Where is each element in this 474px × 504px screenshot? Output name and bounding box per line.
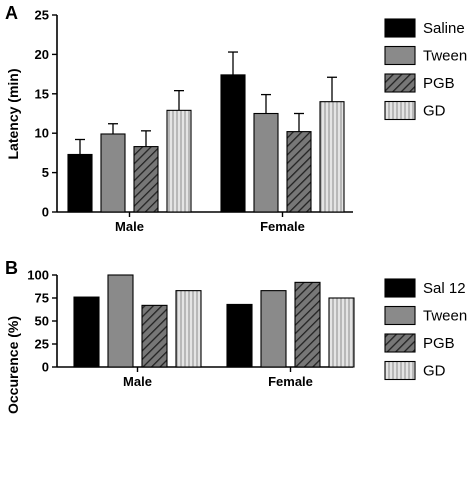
legend-swatch-saline: [384, 18, 416, 38]
legend-swatch-pgb: [384, 73, 416, 93]
y-tick-label: 25: [35, 8, 49, 23]
bar-saline-male: [67, 153, 93, 213]
panel-b: B Occurence (%) 0 25 50 75 100 Male Female Sal…: [5, 258, 467, 414]
x-tick-label-male: Male: [123, 374, 152, 389]
legend-swatch-gd: [384, 360, 416, 381]
bar-tween-female: [253, 112, 279, 213]
y-tick-label: 0: [42, 360, 49, 375]
y-tick-label: 10: [35, 126, 49, 141]
error-bar-pgb-male: [141, 130, 151, 147]
panel-b-bars: [73, 274, 355, 368]
legend-label-gd: GD: [423, 103, 446, 120]
legend-swatch-pgb: [384, 333, 416, 353]
y-tick-label: 100: [27, 268, 49, 283]
bar-tween-male: [100, 133, 126, 213]
y-tick-label: 50: [35, 314, 49, 329]
legend-item-pgb: PGB: [384, 333, 455, 353]
panel-b-y-axis-label: Occurence (%): [5, 316, 21, 414]
error-bar-tween-female: [261, 93, 271, 114]
panel-b-axes: 0 25 50 75 100 Male Female: [27, 268, 353, 389]
bar-pgb-male: [141, 304, 168, 368]
y-tick-label: 25: [35, 337, 49, 352]
legend-label-saline: Saline: [423, 20, 465, 37]
panel-a-y-axis-label: Latency (min): [5, 68, 21, 159]
bar-sal-12-male: [73, 296, 100, 368]
bar-pgb-female: [294, 281, 321, 368]
y-tick-label: 20: [35, 47, 49, 62]
x-tick-label-female: Female: [268, 374, 313, 389]
x-tick-label-male: Male: [115, 219, 144, 234]
legend-item-gd: GD: [384, 100, 446, 121]
legend-item-gd: GD: [384, 360, 446, 381]
bar-tween-female: [260, 290, 287, 368]
legend-label-tween: Tween: [423, 48, 467, 65]
bar-gd-male: [166, 109, 192, 213]
panel-a-legend: Saline Tween PGB GD: [384, 18, 467, 121]
legend-item-tween: Tween: [384, 45, 467, 66]
bar-pgb-female: [286, 131, 312, 213]
panel-a-letter: A: [5, 3, 18, 23]
panel-b-letter: B: [5, 258, 18, 278]
error-bar-gd-male: [174, 89, 184, 111]
legend-swatch-gd: [384, 100, 416, 121]
y-tick-label: 5: [42, 165, 49, 180]
legend-swatch-tween: [384, 45, 416, 66]
bar-sal-12-female: [226, 303, 253, 368]
y-tick-label: 75: [35, 291, 49, 306]
panel-b-legend: Sal 12 Tween PGB GD: [384, 278, 467, 381]
legend-label-pgb: PGB: [423, 75, 455, 92]
y-tick-label: 0: [42, 205, 49, 220]
bar-gd-female: [328, 297, 355, 368]
bar-tween-male: [107, 274, 134, 368]
error-bar-saline-female: [228, 51, 238, 75]
legend-swatch-sal-12: [384, 278, 416, 298]
bar-pgb-male: [133, 146, 159, 213]
bar-gd-female: [319, 101, 345, 213]
legend-item-sal-12: Sal 12: [384, 278, 466, 298]
legend-item-tween: Tween: [384, 305, 467, 326]
error-bar-saline-male: [75, 138, 85, 155]
legend-label-gd: GD: [423, 363, 446, 380]
error-bar-pgb-female: [294, 112, 304, 132]
legend-item-pgb: PGB: [384, 73, 455, 93]
error-bar-gd-female: [327, 76, 337, 102]
legend-label-tween: Tween: [423, 308, 467, 325]
panel-a-bars: [67, 51, 345, 213]
y-tick-label: 15: [35, 86, 49, 101]
panel-a: A Latency (min) 0 5 10 15 20 25 Male Female Sal…: [5, 3, 467, 234]
bar-gd-male: [175, 290, 202, 368]
legend-label-pgb: PGB: [423, 335, 455, 352]
legend-item-saline: Saline: [384, 18, 465, 38]
x-tick-label-female: Female: [260, 219, 305, 234]
bar-saline-female: [220, 74, 246, 213]
legend-label-sal-12: Sal 12: [423, 280, 466, 297]
legend-swatch-tween: [384, 305, 416, 326]
error-bar-tween-male: [108, 123, 118, 134]
